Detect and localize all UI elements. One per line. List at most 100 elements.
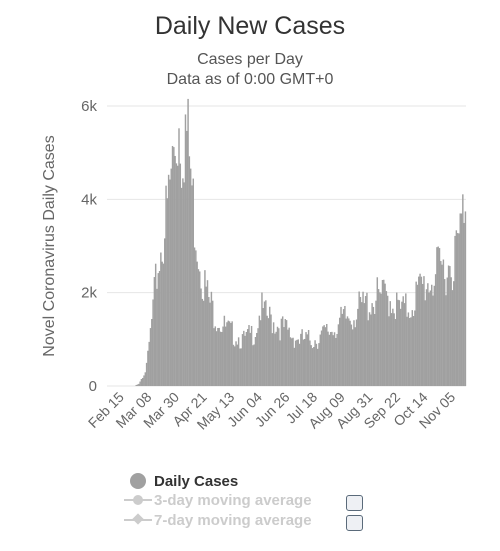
- bar: [309, 340, 311, 386]
- bar: [154, 263, 157, 386]
- bar: [189, 168, 192, 386]
- bar: [366, 292, 368, 386]
- bar: [171, 145, 174, 386]
- bar: [254, 337, 257, 386]
- bar: [271, 333, 274, 386]
- legend-checkbox-7-day[interactable]: [346, 515, 363, 531]
- bar: [157, 273, 159, 386]
- bar: [193, 247, 196, 386]
- bar: [174, 155, 176, 386]
- bar: [170, 168, 172, 386]
- bar: [415, 281, 417, 386]
- bar: [377, 289, 380, 386]
- bar: [410, 317, 412, 386]
- bar: [420, 276, 423, 386]
- bar: [440, 261, 442, 386]
- legend-item-daily-cases[interactable]: Daily Cases: [124, 471, 238, 491]
- chart-subtitle-line-2: Data as of 0:00 GMT+0: [167, 71, 334, 88]
- bar: [237, 337, 240, 386]
- legend-label: 7-day moving average: [154, 511, 312, 529]
- bar: [246, 329, 249, 386]
- bar: [307, 330, 310, 386]
- bar: [210, 291, 213, 386]
- bar: [218, 327, 220, 386]
- bar: [353, 320, 355, 386]
- legend-label: Daily Cases: [154, 472, 239, 490]
- bar: [293, 347, 296, 386]
- bar: [288, 327, 290, 386]
- bar: [418, 276, 420, 386]
- bar: [332, 335, 334, 386]
- bar: [389, 301, 391, 386]
- bar: [156, 288, 158, 386]
- bar: [261, 292, 263, 386]
- series-daily-cases: [135, 98, 467, 387]
- bar: [240, 348, 242, 386]
- bar: [429, 290, 432, 386]
- bar: [363, 303, 366, 386]
- bar: [162, 263, 165, 386]
- y-tick-label: 2k: [81, 285, 97, 302]
- chart-subtitle-line-1: Cases per Day: [197, 51, 303, 68]
- bar: [450, 277, 452, 386]
- bar: [219, 331, 222, 386]
- bar: [337, 324, 340, 386]
- bar: [245, 332, 248, 386]
- bar: [217, 328, 219, 386]
- bar: [294, 340, 297, 386]
- bar: [140, 379, 143, 386]
- bar: [405, 293, 407, 386]
- bar: [151, 319, 153, 386]
- bar: [141, 377, 144, 386]
- bar: [368, 312, 371, 386]
- bar: [311, 348, 314, 386]
- bar: [236, 344, 239, 386]
- bar: [284, 319, 287, 386]
- bar: [329, 332, 332, 386]
- bar: [315, 343, 318, 386]
- bar: [460, 213, 463, 386]
- bar: [199, 271, 201, 386]
- bar: [285, 320, 288, 386]
- bar: [153, 277, 156, 386]
- bar: [226, 322, 228, 386]
- bar: [257, 328, 259, 386]
- bar: [316, 348, 319, 386]
- bar: [348, 318, 350, 386]
- bar: [289, 337, 292, 386]
- bar: [373, 313, 376, 386]
- bar: [390, 313, 393, 386]
- bar: [401, 301, 403, 386]
- bar: [179, 163, 182, 386]
- bar: [252, 345, 254, 386]
- bar: [385, 291, 388, 386]
- bar: [266, 315, 268, 386]
- bar: [249, 332, 252, 386]
- bar: [322, 326, 324, 386]
- bar: [161, 261, 163, 386]
- bar: [297, 339, 299, 386]
- bar: [446, 277, 449, 386]
- y-tick-label: 4k: [81, 191, 97, 208]
- bar: [135, 384, 137, 386]
- bar: [403, 303, 406, 386]
- bar: [175, 163, 178, 386]
- bar: [202, 300, 205, 386]
- bar: [428, 292, 430, 386]
- bar: [372, 306, 375, 386]
- bar: [147, 350, 149, 386]
- legend-checkbox-3-day[interactable]: [346, 495, 363, 511]
- bar: [421, 283, 424, 386]
- legend-item-7-day-moving-average[interactable]: 7-day moving average: [124, 510, 312, 530]
- legend-label: 3-day moving average: [154, 491, 312, 509]
- bar: [169, 179, 171, 386]
- bar: [305, 332, 307, 386]
- bar: [454, 235, 456, 386]
- bar: [396, 292, 398, 386]
- bar: [267, 318, 270, 386]
- bar: [239, 348, 241, 386]
- legend-item-3-day-moving-average[interactable]: 3-day moving average: [124, 490, 312, 510]
- bar: [283, 327, 285, 386]
